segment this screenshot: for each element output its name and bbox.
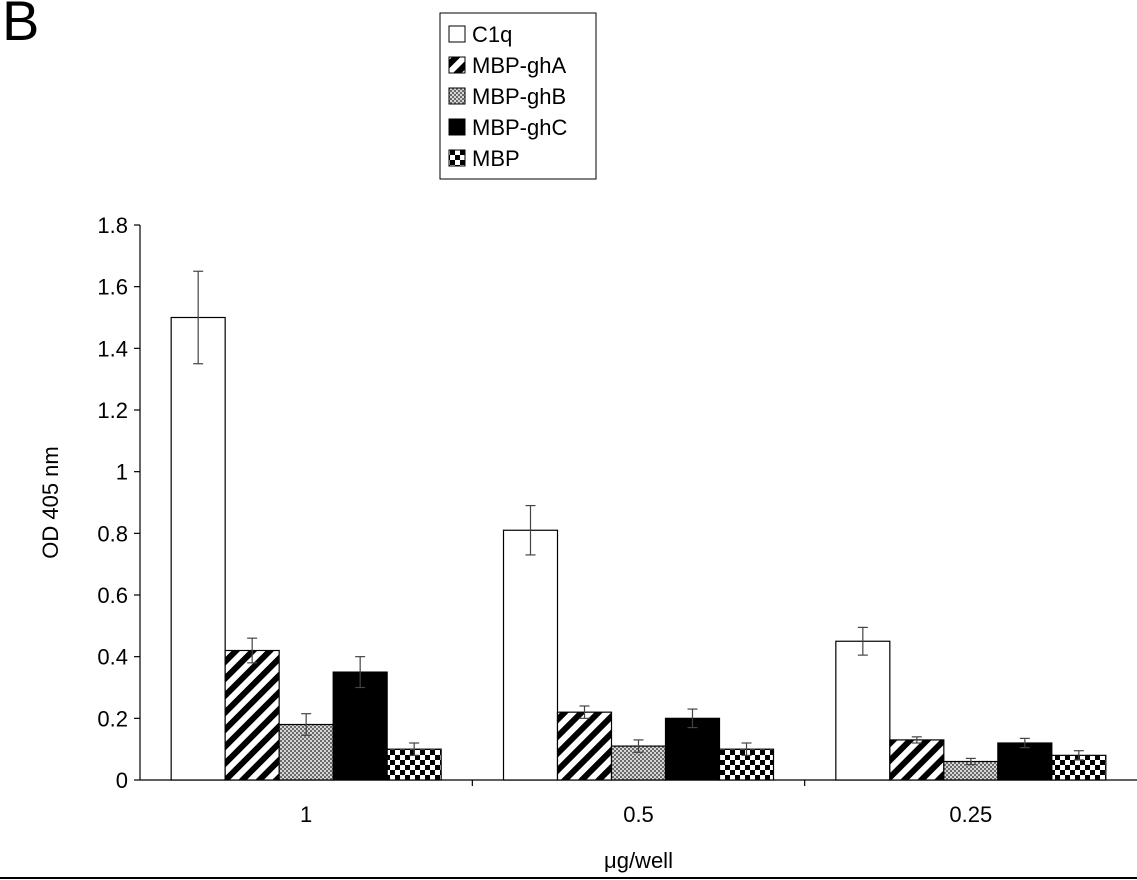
- bar-mbp-gha-0: [225, 651, 279, 781]
- legend-swatch: [449, 119, 465, 135]
- legend-swatch: [449, 150, 465, 166]
- bar-c1q-0: [171, 318, 225, 781]
- bar-mbp-ghc-2: [998, 743, 1052, 780]
- y-tick-label: 1.2: [97, 398, 128, 423]
- x-tick-label: 0.25: [949, 802, 992, 827]
- bar-mbp-ghc-0: [333, 672, 387, 780]
- x-tick-label: 1: [300, 802, 312, 827]
- legend-label: MBP-ghA: [472, 53, 566, 78]
- bar-mbp-gha-1: [558, 712, 612, 780]
- legend-swatch: [449, 26, 465, 42]
- bar-c1q-2: [836, 641, 890, 780]
- legend-label: C1q: [472, 22, 512, 47]
- legend-label: MBP-ghC: [472, 115, 567, 140]
- y-tick-label: 0.8: [97, 521, 128, 546]
- y-tick-label: 0.2: [97, 706, 128, 731]
- y-tick-label: 1.8: [97, 213, 128, 238]
- legend: C1q MBP-ghA MBP-ghB MBP-ghC MBP: [440, 13, 596, 179]
- bar-c1q-1: [504, 530, 558, 780]
- y-tick-label: 1.4: [97, 336, 128, 361]
- bars: [171, 271, 1106, 780]
- legend-swatch: [449, 88, 465, 104]
- legend-label: MBP: [472, 146, 520, 171]
- legend-swatch: [449, 57, 465, 73]
- x-tick-label: 0.5: [623, 802, 654, 827]
- bar-mbp-gha-2: [890, 740, 944, 780]
- y-tick-label: 0.6: [97, 583, 128, 608]
- y-tick-label: 1: [116, 460, 128, 485]
- y-tick-label: 0.4: [97, 645, 128, 670]
- x-axis-label: μg/well: [604, 848, 673, 873]
- legend-label: MBP-ghB: [472, 84, 566, 109]
- y-tick-label: 1.6: [97, 275, 128, 300]
- y-axis-label: OD 405 nm: [38, 446, 63, 559]
- y-tick-label: 0: [116, 768, 128, 793]
